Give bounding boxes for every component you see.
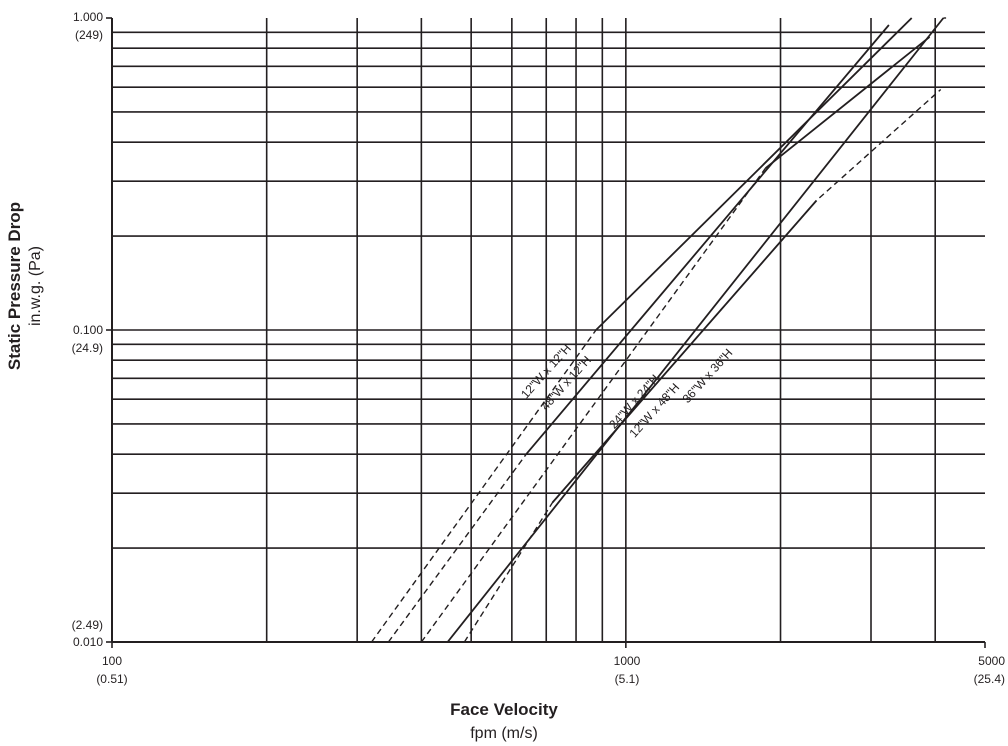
series-label-36x36: 36"W x 36"H <box>680 346 736 406</box>
grid <box>112 18 985 642</box>
x-tick-sublabel-254: (25.4) <box>974 672 1005 686</box>
x-tick-sublabel-051: (0.51) <box>96 672 127 686</box>
x-tick-label-5000: 5000 <box>978 654 1005 668</box>
x-tick-sublabel-51: (5.1) <box>615 672 640 686</box>
y-tick-sublabel-249: (249) <box>75 28 103 42</box>
y-axis-units: in.w.g. (Pa) <box>27 246 44 326</box>
y-tick-label-1000: 1.000 <box>73 10 103 24</box>
series-line-solid-1 <box>525 24 890 455</box>
x-tick-label-1000: 1000 <box>614 654 641 668</box>
series-line-solid-0 <box>595 17 913 331</box>
series-line-dashed-3 <box>420 167 767 643</box>
x-tick-label-100: 100 <box>102 654 122 668</box>
x-axis-units: fpm (m/s) <box>470 725 538 742</box>
plot-frame <box>106 17 986 648</box>
series-line-dashed-4 <box>463 88 942 643</box>
series-line-dashed-1 <box>387 453 527 643</box>
series-line-dashed-0 <box>371 329 597 643</box>
y-tick-label-0010: 0.010 <box>73 635 103 649</box>
y-tick-label-0100: 0.100 <box>73 323 103 337</box>
y-tick-sublabel-249-pa: (24.9) <box>72 341 103 355</box>
x-axis-title: Face Velocity <box>450 700 558 719</box>
series-line-solid-3 <box>764 36 931 169</box>
y-axis-title: Static Pressure Drop <box>5 202 24 370</box>
y-tick-sublabel-2-49: (2.49) <box>72 618 103 632</box>
series-lines <box>371 17 947 643</box>
